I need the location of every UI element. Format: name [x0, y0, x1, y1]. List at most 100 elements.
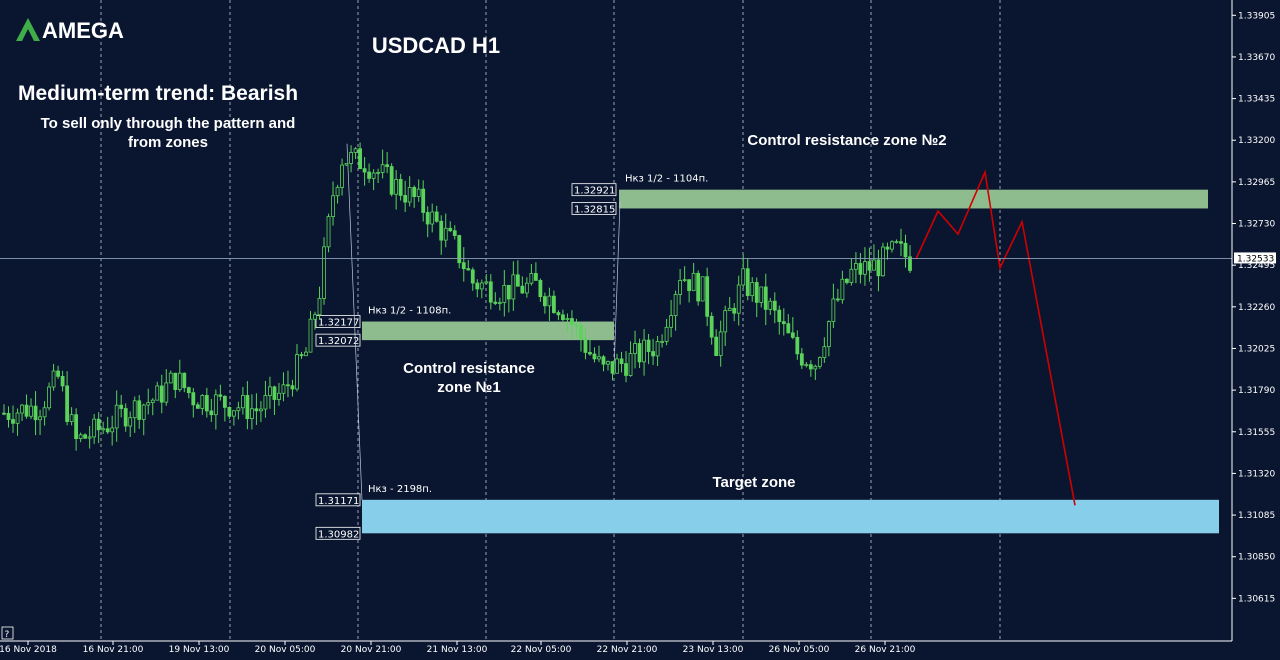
time-tick-label: 22 Nov 05:00	[511, 645, 572, 655]
candle-body	[42, 407, 47, 418]
candle-body	[371, 172, 376, 179]
candle-body	[682, 279, 687, 282]
candle-body	[750, 282, 755, 297]
candle-body	[655, 341, 660, 357]
candle-body	[317, 298, 322, 316]
candle-body	[2, 412, 6, 415]
candle-body	[556, 312, 561, 316]
projection-line	[613, 202, 621, 371]
candle-body	[642, 339, 646, 363]
candle-body	[286, 384, 290, 387]
zone-rect	[619, 189, 1208, 209]
candle-body	[155, 385, 160, 401]
candle-body	[304, 351, 308, 357]
candle-body	[240, 395, 245, 409]
candle-body	[295, 354, 299, 390]
candle-body	[173, 372, 178, 390]
candle-body	[497, 302, 502, 304]
candle-body	[826, 321, 831, 348]
candle-body	[867, 261, 872, 271]
current-price-tag: 1.32533	[1234, 252, 1276, 264]
projection-line	[346, 143, 363, 501]
candle-body	[502, 284, 507, 303]
candle-body	[899, 241, 903, 244]
candle-body	[385, 164, 390, 167]
candle-body	[290, 385, 295, 390]
candle-body	[696, 272, 701, 302]
candle-body	[660, 341, 664, 343]
candle-body	[331, 195, 335, 217]
candle-body	[678, 280, 683, 295]
candle-body	[137, 400, 142, 420]
candle-body	[890, 241, 894, 250]
candle-body	[493, 301, 498, 304]
candle-body	[83, 434, 88, 439]
candle-body	[254, 408, 259, 412]
price-tick-label: 1.32495	[1238, 261, 1275, 271]
zone-note: Нкз 1/2 - 1104п.	[625, 174, 708, 185]
candle-body	[434, 211, 439, 222]
candle-body	[570, 318, 574, 325]
candle-body	[799, 353, 804, 366]
time-tick-label: 26 Nov 05:00	[769, 645, 830, 655]
candle-body	[515, 274, 520, 287]
candle-body	[479, 282, 484, 290]
candle-body	[398, 179, 403, 196]
help-box[interactable]: ?	[1, 626, 14, 640]
candle-body	[903, 242, 908, 258]
zone-top-price-label: 1.32177	[318, 318, 359, 329]
time-tick-label: 20 Nov 21:00	[341, 645, 402, 655]
candle-body	[470, 269, 475, 284]
price-tick-label: 1.33200	[1238, 136, 1275, 146]
candle-body	[637, 343, 642, 363]
candle-body	[326, 216, 331, 248]
candle-body	[651, 351, 655, 357]
candle-body	[65, 385, 70, 422]
candle-body	[714, 336, 719, 356]
candle-body	[754, 282, 759, 303]
time-tick-label: 22 Nov 21:00	[597, 645, 658, 655]
candle-body	[195, 404, 200, 409]
candle-body	[204, 395, 209, 412]
candle-body	[673, 294, 678, 316]
candle-body	[461, 262, 466, 270]
candle-body	[56, 370, 60, 377]
advice-line-2: from zones	[128, 134, 208, 151]
candle-body	[376, 171, 381, 174]
zone-note: Нкз 1/2 - 1108п.	[368, 306, 451, 317]
candle-body	[520, 285, 525, 294]
candle-body	[718, 331, 723, 356]
candle-body	[646, 339, 651, 352]
candle-body	[227, 406, 232, 417]
candle-body	[128, 417, 133, 427]
candle-body	[727, 307, 732, 312]
candles-layer	[2, 142, 912, 451]
time-axis-ticks: 16 Nov 2018 16 Nov 21:00 19 Nov 13:00 20 No…	[0, 641, 916, 655]
price-tick-label: 1.30850	[1238, 553, 1275, 563]
forecast-path	[915, 169, 1076, 506]
candle-body	[687, 279, 692, 292]
zone-rect	[362, 499, 1219, 534]
candle-body	[110, 427, 115, 433]
candle-body	[407, 187, 412, 203]
candle-body	[186, 387, 191, 394]
candle-body	[579, 325, 583, 340]
candle-body	[849, 268, 854, 283]
zone-bottom-price-label: 1.32815	[574, 204, 615, 215]
candle-body	[772, 300, 777, 311]
zone-bottom-price-box	[571, 202, 617, 215]
candle-body	[24, 404, 29, 417]
candle-body	[101, 428, 106, 431]
candle-body	[344, 163, 349, 166]
target-zone-label: Target zone	[712, 474, 795, 491]
candle-body	[741, 268, 746, 286]
zone-bottom-price-box	[315, 526, 361, 540]
candle-body	[664, 326, 669, 342]
candle-body	[606, 361, 610, 365]
time-tick-label: 19 Nov 13:00	[169, 645, 230, 655]
svg-text:1.32533: 1.32533	[1237, 254, 1274, 264]
candle-body	[182, 372, 187, 389]
candle-body	[736, 284, 741, 314]
candle-body	[781, 321, 786, 325]
